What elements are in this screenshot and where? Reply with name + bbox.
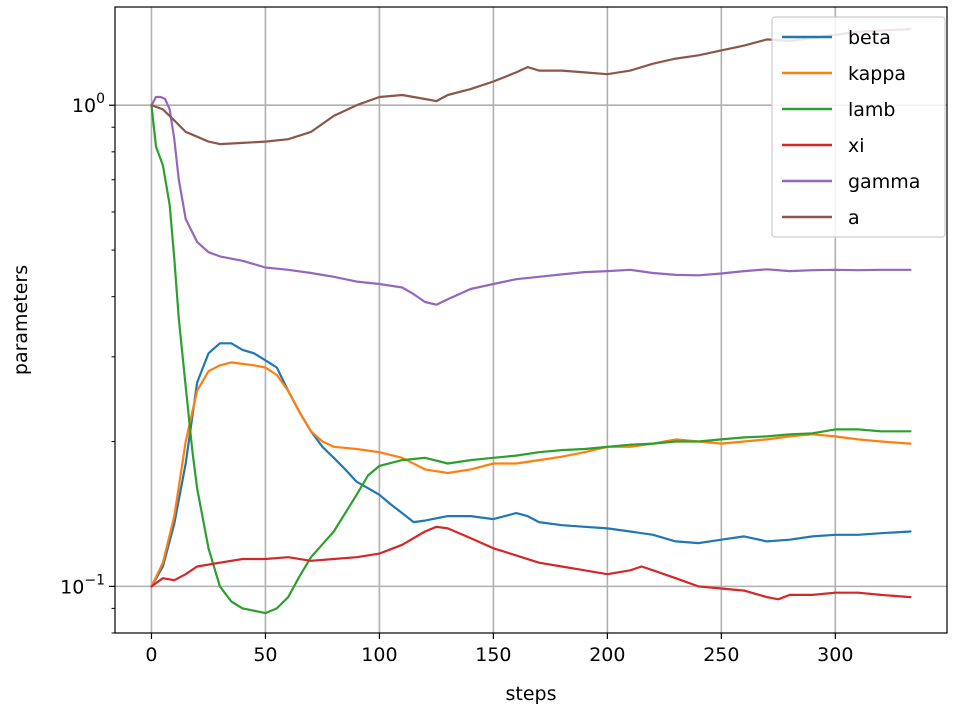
x-tick-label: 50 [253,644,277,666]
x-tick-label: 250 [703,644,739,666]
y-axis-label: parameters [10,265,32,375]
y-tick-label: 10−1 [60,572,105,598]
x-axis-label: steps [506,683,557,705]
x-tick-5: 250 [703,633,739,666]
legend-label: lamb [848,99,896,121]
legend-label: a [848,207,860,229]
legend-label: beta [848,27,891,49]
x-tick-label: 150 [475,644,511,666]
x-tick-0: 0 [145,633,158,666]
y-tick-1: 10−1 [60,572,115,598]
series-line-beta [150,342,912,588]
legend-item-a: a [782,207,860,229]
x-tick-1: 50 [253,633,278,666]
x-tick-6: 300 [817,633,853,666]
legend-label: gamma [848,171,920,193]
legend-item-kappa: kappa [782,63,906,85]
y-tick-label: 100 [72,91,105,117]
legend-box [771,16,946,238]
legend-item-lamb: lamb [782,99,896,121]
x-tick-4: 200 [589,633,625,666]
y-tick-base: 10 [72,95,96,117]
y-tick-0: 100 [72,91,115,117]
series-line-lamb [150,104,912,615]
x-tick-label: 200 [589,644,625,666]
legend: beta kappa lamb xi gamma a [771,16,946,238]
y-tick-base: 10 [60,576,84,598]
y-tick-exponent: 0 [96,91,105,107]
x-tick-label: 100 [361,644,397,666]
axes-frame [114,6,948,634]
y-tick-exponent: −1 [84,572,105,588]
series-layer [150,27,912,615]
series-line-kappa [150,361,912,588]
series-line-a [150,27,912,146]
series-line-gamma [150,95,912,306]
x-axis-ticks: 0 50 100 150 200 250 300 [145,633,853,666]
legend-label: xi [848,135,865,157]
x-tick-label: 300 [817,644,853,666]
legend-item-xi: xi [782,135,865,157]
series-line-xi [150,525,912,601]
legend-item-beta: beta [782,27,891,49]
legend-item-gamma: gamma [782,171,920,193]
x-tick-2: 100 [361,633,398,666]
legend-label: kappa [848,63,906,85]
x-tick-label: 0 [145,644,157,666]
x-tick-3: 150 [475,633,512,666]
